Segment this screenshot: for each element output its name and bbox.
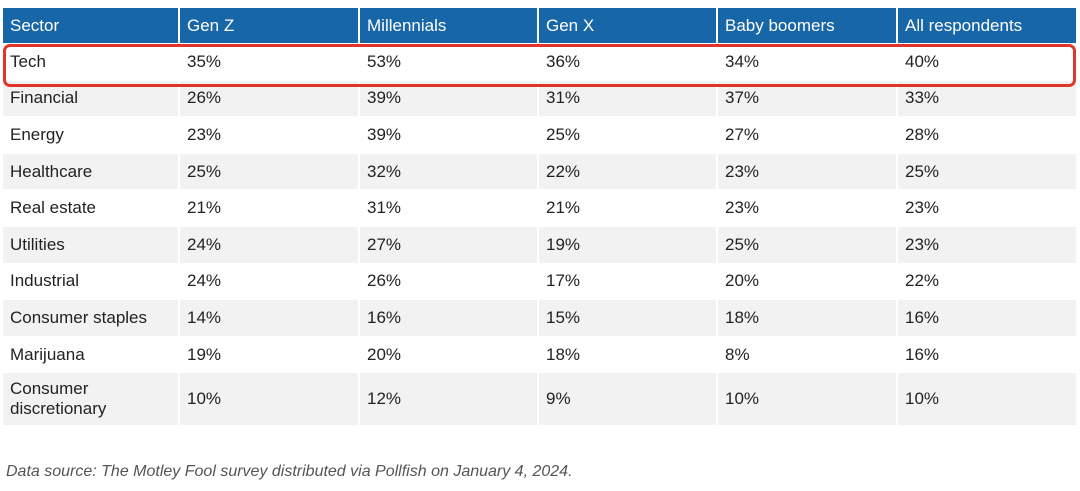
percentage-cell: 20%	[358, 335, 538, 373]
percentage-cell: 25%	[178, 152, 359, 190]
percentage-cell: 34%	[716, 43, 897, 81]
percentage-cell: 16%	[358, 299, 538, 337]
percentage-cell: 31%	[358, 189, 538, 227]
table-row: Consumer staples 14% 16% 15% 18% 16%	[3, 299, 1076, 337]
table-header: Sector Gen Z Millennials Gen X Baby boomers A…	[3, 8, 1076, 44]
sector-cell: Financial	[3, 79, 179, 117]
data-source-note: Data source: The Motley Fool survey dist…	[6, 463, 573, 480]
percentage-cell: 39%	[358, 79, 538, 117]
percentage-cell: 20%	[716, 262, 897, 300]
column-header: Millennials	[358, 8, 538, 44]
percentage-cell: 14%	[178, 299, 359, 337]
table-row: Real estate 21% 31% 21% 23% 23%	[3, 189, 1076, 227]
sector-cell: Consumer staples	[3, 299, 179, 337]
table-body: Tech 35% 53% 36% 34% 40% Financial 26% 39% 31% 37%…	[3, 43, 1076, 426]
percentage-cell: 39%	[358, 116, 538, 154]
sector-cell: Real estate	[3, 189, 179, 227]
percentage-cell: 27%	[716, 116, 897, 154]
table-row: Tech 35% 53% 36% 34% 40%	[3, 43, 1076, 81]
percentage-cell: 22%	[896, 262, 1076, 300]
percentage-cell: 10%	[896, 372, 1076, 426]
percentage-cell: 35%	[178, 43, 359, 81]
percentage-cell: 53%	[358, 43, 538, 81]
table-row: Financial 26% 39% 31% 37% 33%	[3, 79, 1076, 117]
percentage-cell: 15%	[537, 299, 717, 337]
percentage-cell: 10%	[178, 372, 359, 426]
percentage-cell: 24%	[178, 262, 359, 300]
percentage-cell: 25%	[896, 152, 1076, 190]
percentage-cell: 21%	[178, 189, 359, 227]
sector-survey-table: Sector Gen Z Millennials Gen X Baby boomers A…	[3, 8, 1076, 426]
column-header: Sector	[3, 8, 179, 44]
percentage-cell: 40%	[896, 43, 1076, 81]
percentage-cell: 36%	[537, 43, 717, 81]
percentage-cell: 16%	[896, 299, 1076, 337]
percentage-cell: 23%	[896, 225, 1076, 264]
percentage-cell: 19%	[537, 225, 717, 264]
table-row: Consumer discretionary 10% 12% 9% 10% 10%	[3, 372, 1076, 426]
percentage-cell: 28%	[896, 116, 1076, 154]
percentage-cell: 16%	[896, 335, 1076, 373]
percentage-cell: 32%	[358, 152, 538, 190]
percentage-cell: 12%	[358, 372, 538, 426]
percentage-cell: 25%	[716, 225, 897, 264]
percentage-cell: 25%	[537, 116, 717, 154]
sector-cell: Tech	[3, 43, 179, 81]
header-row: Sector Gen Z Millennials Gen X Baby boomers A…	[3, 8, 1076, 44]
percentage-cell: 18%	[537, 335, 717, 373]
sector-cell: Utilities	[3, 225, 179, 264]
percentage-cell: 37%	[716, 79, 897, 117]
column-header: Gen X	[537, 8, 717, 44]
percentage-cell: 33%	[896, 79, 1076, 117]
percentage-cell: 23%	[716, 152, 897, 190]
percentage-cell: 21%	[537, 189, 717, 227]
percentage-cell: 8%	[716, 335, 897, 373]
sector-cell: Industrial	[3, 262, 179, 300]
percentage-cell: 23%	[178, 116, 359, 154]
percentage-cell: 17%	[537, 262, 717, 300]
survey-table-container: Sector Gen Z Millennials Gen X Baby boomers A…	[3, 8, 1076, 426]
percentage-cell: 24%	[178, 225, 359, 264]
table-row: Marijuana 19% 20% 18% 8% 16%	[3, 335, 1076, 373]
percentage-cell: 23%	[896, 189, 1076, 227]
percentage-cell: 26%	[358, 262, 538, 300]
percentage-cell: 26%	[178, 79, 359, 117]
sector-cell: Marijuana	[3, 335, 179, 373]
sector-cell: Energy	[3, 116, 179, 154]
percentage-cell: 31%	[537, 79, 717, 117]
percentage-cell: 10%	[716, 372, 897, 426]
column-header: All respondents	[896, 8, 1076, 44]
table-row: Industrial 24% 26% 17% 20% 22%	[3, 262, 1076, 300]
column-header: Gen Z	[178, 8, 359, 44]
percentage-cell: 9%	[537, 372, 717, 426]
percentage-cell: 19%	[178, 335, 359, 373]
percentage-cell: 27%	[358, 225, 538, 264]
sector-cell: Healthcare	[3, 152, 179, 190]
percentage-cell: 18%	[716, 299, 897, 337]
table-row: Utilities 24% 27% 19% 25% 23%	[3, 225, 1076, 264]
table-row: Energy 23% 39% 25% 27% 28%	[3, 116, 1076, 154]
percentage-cell: 23%	[716, 189, 897, 227]
column-header: Baby boomers	[716, 8, 897, 44]
percentage-cell: 22%	[537, 152, 717, 190]
sector-cell: Consumer discretionary	[3, 372, 179, 426]
table-row: Healthcare 25% 32% 22% 23% 25%	[3, 152, 1076, 190]
